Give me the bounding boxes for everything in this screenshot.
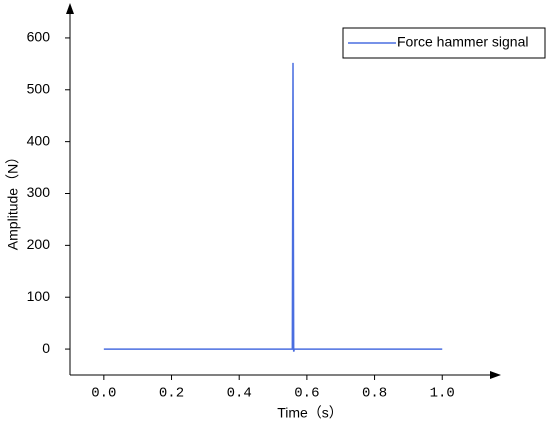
y-tick-label: 0	[42, 340, 50, 356]
y-tick-label: 600	[27, 29, 51, 45]
legend-label: Force hammer signal	[397, 34, 529, 50]
x-tick-label: 0.6	[294, 386, 319, 402]
y-tick-label: 200	[27, 236, 51, 252]
x-axis-title: Time（s）	[277, 405, 343, 421]
y-tick-label: 500	[27, 80, 51, 96]
y-tick-label: 400	[27, 132, 51, 148]
x-tick-label: 0.2	[159, 386, 184, 402]
data-line	[103, 62, 443, 352]
y-axis-arrow	[66, 3, 74, 14]
x-tick-label: 0.8	[362, 386, 387, 402]
x-tick-label: 1.0	[430, 386, 455, 402]
x-axis-arrow	[490, 371, 501, 379]
y-axis-title: Amplitude（N）	[5, 150, 21, 250]
y-tick-label: 300	[27, 184, 51, 200]
y-tick-label: 100	[27, 288, 51, 304]
x-tick-label: 0.0	[91, 386, 116, 402]
x-tick-label: 0.4	[227, 386, 252, 402]
